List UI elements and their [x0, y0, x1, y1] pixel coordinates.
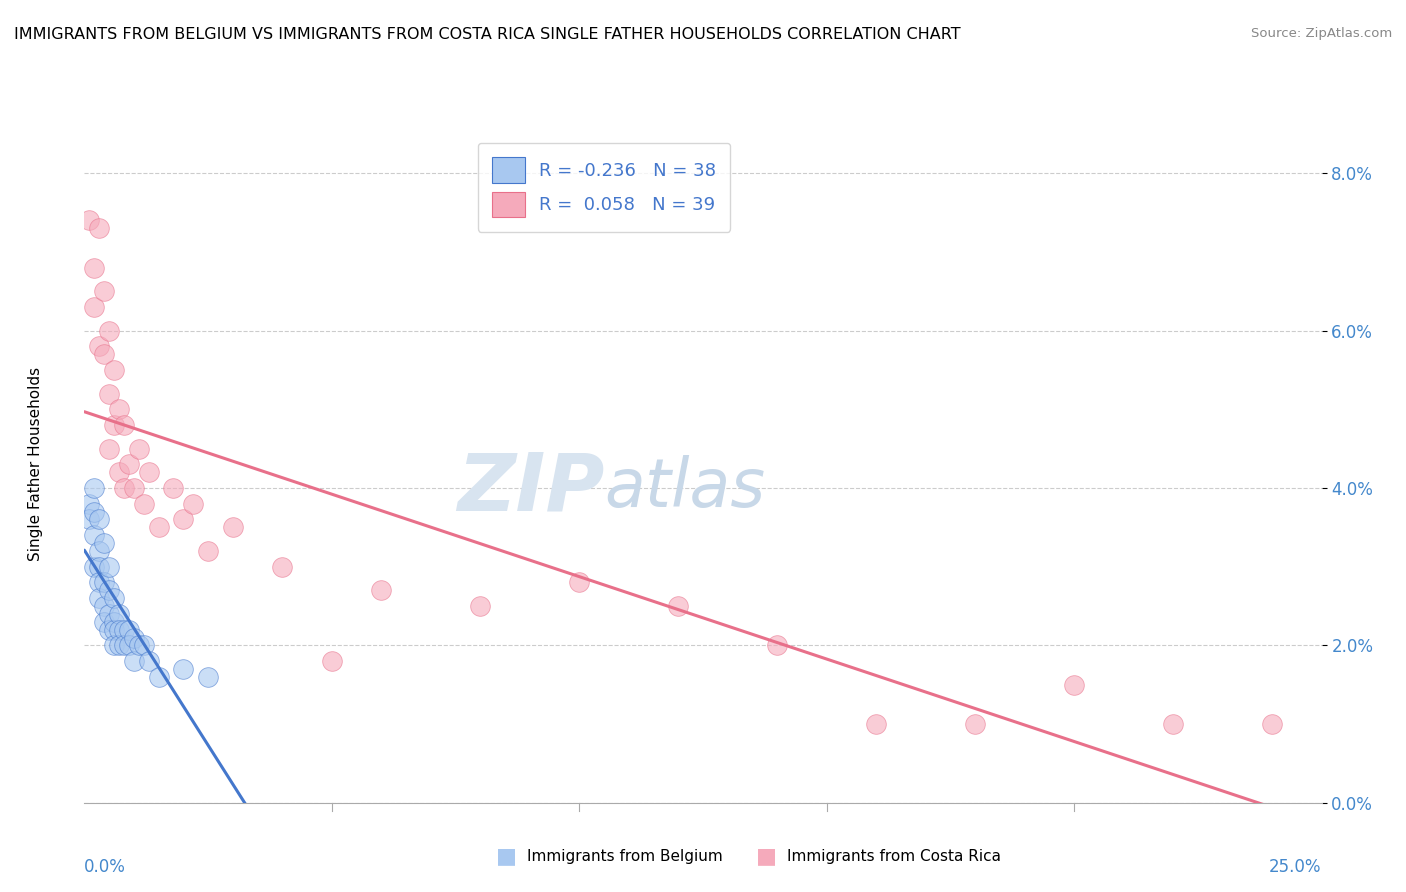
Point [112, 417, 135, 432]
Text: Single Father Households: Single Father Households [28, 367, 42, 561]
Point [181, 497, 204, 511]
Point [103, 639, 125, 653]
Point [666, 599, 689, 613]
Point [118, 623, 141, 637]
Point [93, 284, 115, 298]
Text: Source: ZipAtlas.com: Source: ZipAtlas.com [1251, 27, 1392, 40]
Point [470, 599, 492, 613]
Point [103, 591, 125, 606]
Point [1261, 717, 1284, 731]
Point [766, 639, 789, 653]
Point [370, 583, 392, 598]
Point [83, 300, 105, 314]
Point [568, 575, 591, 590]
Point [93, 599, 115, 613]
Point [122, 631, 145, 645]
Point [1063, 678, 1085, 692]
Point [89, 591, 111, 606]
Point [118, 639, 141, 653]
Point [965, 717, 987, 731]
Point [148, 520, 170, 534]
Point [89, 575, 111, 590]
Point [98, 559, 121, 574]
Point [132, 639, 155, 653]
Point [98, 324, 121, 338]
Point [83, 505, 105, 519]
Point [98, 442, 121, 456]
Point [865, 717, 887, 731]
Point [122, 481, 145, 495]
Point [98, 607, 121, 621]
Point [93, 347, 115, 361]
Point [1161, 717, 1184, 731]
Point [83, 528, 105, 542]
Point [89, 339, 111, 353]
Point [197, 670, 219, 684]
Point [103, 623, 125, 637]
Point [98, 583, 121, 598]
Text: ■: ■ [496, 847, 516, 866]
Point [172, 662, 194, 676]
Point [112, 639, 135, 653]
Point [108, 465, 131, 479]
Point [321, 654, 343, 668]
Point [79, 497, 101, 511]
Text: ZIP: ZIP [457, 450, 605, 527]
Point [98, 386, 121, 401]
Point [98, 623, 121, 637]
Point [112, 623, 135, 637]
Point [128, 639, 150, 653]
Point [271, 559, 294, 574]
Point [93, 575, 115, 590]
Text: ■: ■ [756, 847, 776, 866]
Legend: R = -0.236   N = 38, R =  0.058   N = 39: R = -0.236 N = 38, R = 0.058 N = 39 [478, 143, 731, 232]
Point [89, 559, 111, 574]
Point [197, 544, 219, 558]
Point [132, 497, 155, 511]
Point [79, 512, 101, 526]
Point [172, 512, 194, 526]
Point [128, 442, 150, 456]
Point [103, 417, 125, 432]
Text: Immigrants from Costa Rica: Immigrants from Costa Rica [787, 849, 1001, 863]
Text: IMMIGRANTS FROM BELGIUM VS IMMIGRANTS FROM COSTA RICA SINGLE FATHER HOUSEHOLDS C: IMMIGRANTS FROM BELGIUM VS IMMIGRANTS FR… [14, 27, 960, 42]
Point [83, 481, 105, 495]
Point [103, 363, 125, 377]
Point [89, 512, 111, 526]
Point [138, 654, 160, 668]
Point [93, 615, 115, 629]
Point [148, 670, 170, 684]
Point [122, 654, 145, 668]
Point [162, 481, 184, 495]
Point [112, 481, 135, 495]
Point [222, 520, 245, 534]
Point [138, 465, 160, 479]
Point [83, 559, 105, 574]
Point [108, 639, 131, 653]
Point [108, 402, 131, 417]
Point [89, 221, 111, 235]
Text: 25.0%: 25.0% [1270, 858, 1322, 876]
Point [89, 544, 111, 558]
Point [108, 607, 131, 621]
Point [83, 260, 105, 275]
Text: Immigrants from Belgium: Immigrants from Belgium [527, 849, 723, 863]
Point [118, 458, 141, 472]
Text: 0.0%: 0.0% [84, 858, 127, 876]
Point [108, 623, 131, 637]
Point [103, 615, 125, 629]
Text: atlas: atlas [605, 456, 765, 521]
Point [79, 213, 101, 227]
Point [93, 536, 115, 550]
